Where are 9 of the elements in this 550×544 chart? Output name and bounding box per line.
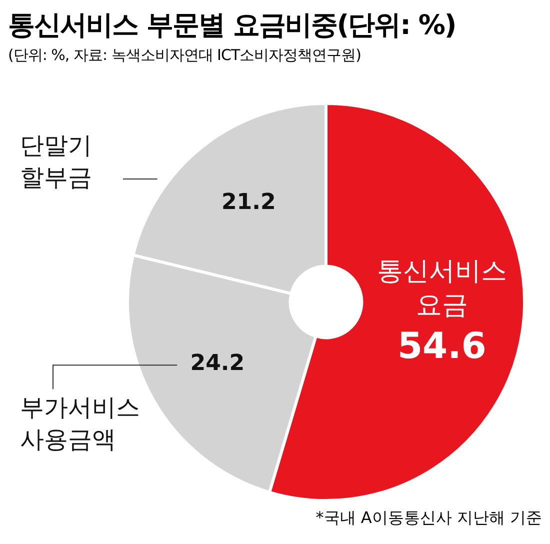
slice-label: 부가서비스 사용금액 [20,393,140,454]
data-label: 54.6 [397,326,486,368]
chart-title: 통신서비스 부문별 요금비중(단위: %) [8,9,457,43]
text: *국내 A이동통신사 지난해 기준 [314,508,542,529]
slice-label: 통신서비스 요금 [376,256,507,321]
chart-subtitle: (단위: %, 자료: 녹색소비자연대 ICT소비자정책연구원) [8,45,362,66]
data-label: 21.2 [221,190,276,216]
data-label: 24.2 [190,351,245,376]
slice-label: 단말기 할부금 [20,131,92,192]
